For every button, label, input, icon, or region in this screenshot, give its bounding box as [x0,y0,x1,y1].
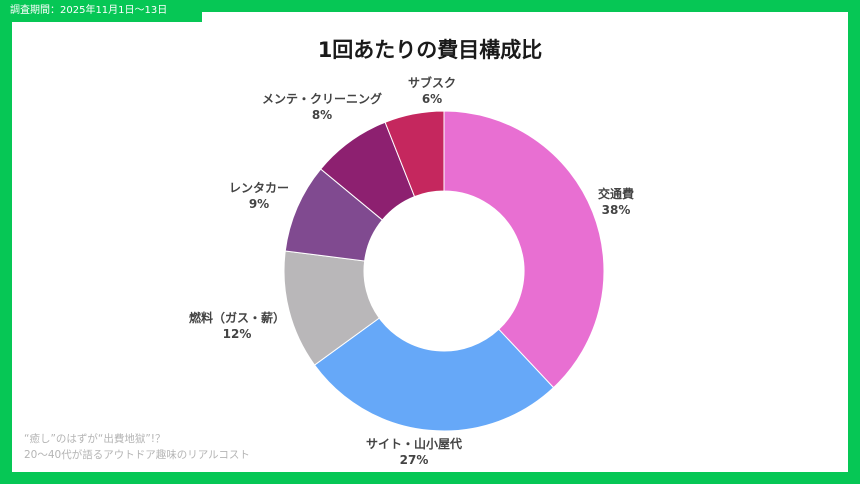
survey-period-label: 調査期間：2025年11月1日〜13日 [0,0,190,22]
chart-title: 1回あたりの費目構成比 [317,38,543,62]
slice-5 [384,110,445,198]
slice-value-5: 6% [422,92,442,106]
slice-labels: 交通費 38% サイト・山小屋代 27% 燃料（ガス・薪） 12% レンタカー 9% メンテ・ク… [189,75,634,467]
slice-value-1: 27% [400,453,429,467]
slice-value-2: 12% [223,327,252,341]
slice-value-3: 9% [249,197,269,211]
slice-1 [313,317,555,432]
slice-label-2: 燃料（ガス・薪） [189,310,285,325]
slice-label-3: レンタカー [229,181,289,195]
slice-label-4: メンテ・クリーニング [262,91,382,106]
footer-line-1: “癒し”のはずが“出費地獄”!？ [24,433,166,445]
slice-value-4: 8% [312,108,332,122]
slice-label-5: サブスク [408,75,456,90]
footer-line-2: 20〜40代が語るアウトドア趣味のリアルコスト [24,449,250,461]
slice-label-0: 交通費 [598,186,634,201]
slice-label-1: サイト・山小屋代 [366,436,462,451]
slice-0 [443,110,605,389]
slice-value-0: 38% [602,203,631,217]
footer-caption: “癒し”のはずが“出費地獄”!？ 20〜40代が語るアウトドア趣味のリアルコスト [24,431,250,463]
donut-slices [283,110,605,432]
